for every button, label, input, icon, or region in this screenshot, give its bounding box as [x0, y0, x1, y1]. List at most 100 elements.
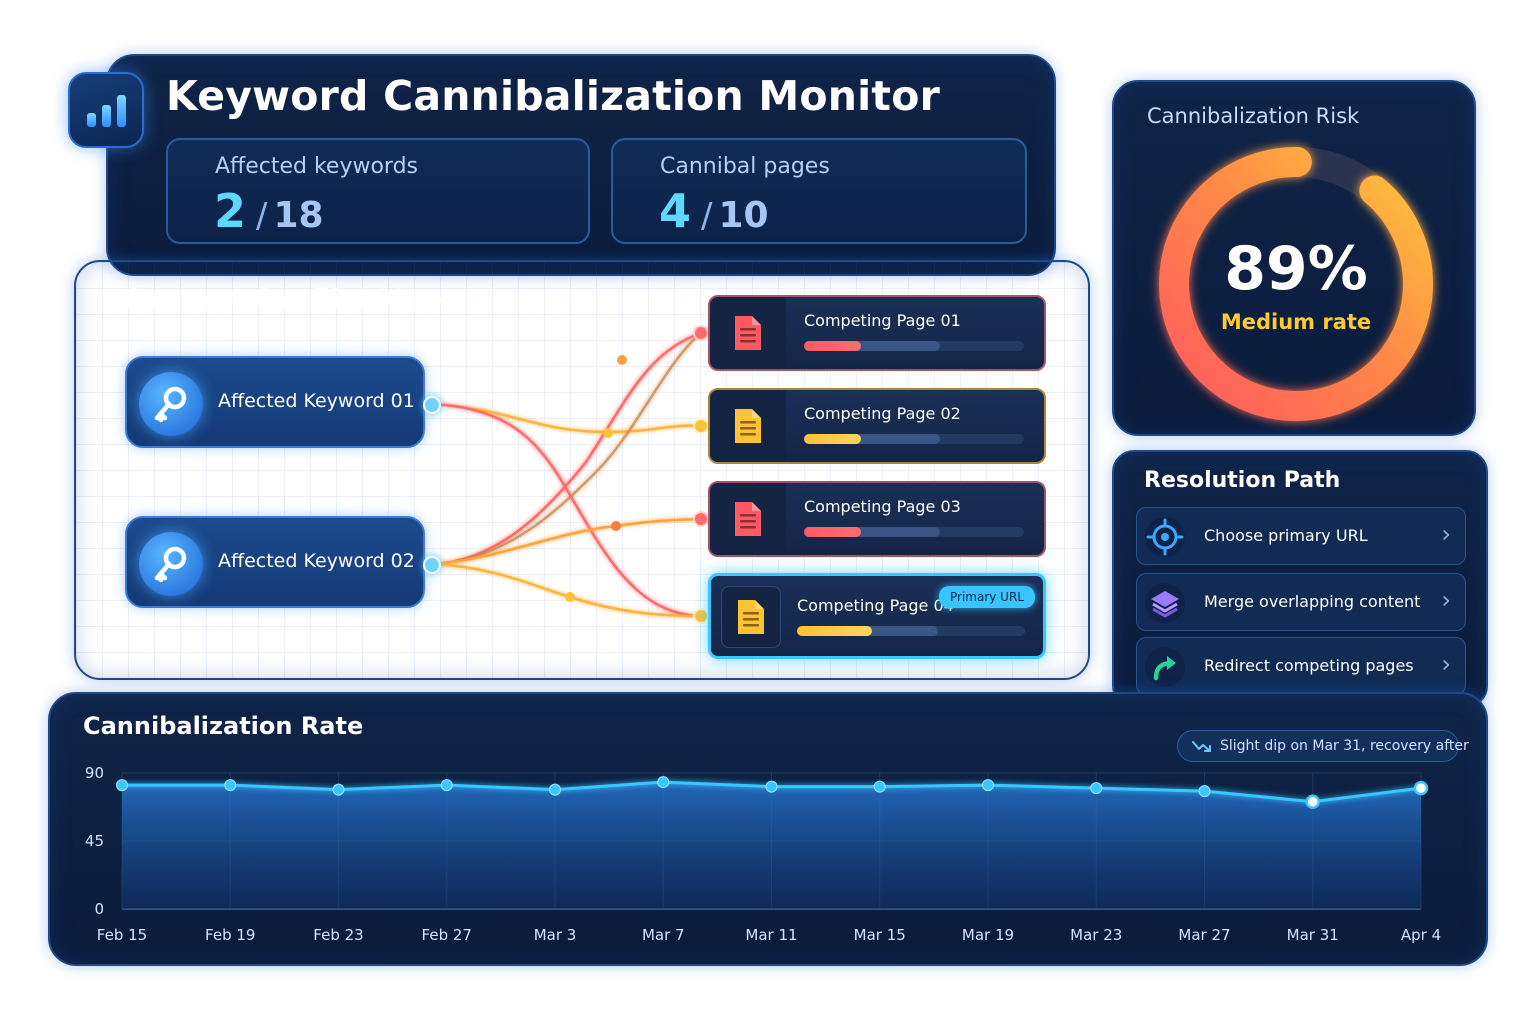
conflict-map-title: Content Conflict Map — [122, 284, 442, 315]
document-icon — [710, 390, 786, 462]
page-score-bar — [804, 527, 1024, 537]
link-kw2-page1 — [431, 331, 702, 566]
competing-page-3[interactable]: Competing Page 03 — [708, 481, 1046, 557]
link-kw1-page2 — [431, 402, 702, 434]
page-port — [693, 511, 709, 527]
x-tick-label: Feb 19 — [205, 926, 255, 944]
chart-point[interactable] — [224, 779, 237, 792]
page-score-bar — [797, 626, 1025, 636]
risk-panel: Cannibalization Risk 89% Medium rate — [1112, 80, 1476, 436]
link-kw2-page4 — [431, 562, 702, 618]
stat-value: 4/10 — [659, 184, 769, 238]
gauge-arc — [1159, 147, 1433, 421]
choose-primary-url-button[interactable]: Choose primary URL › — [1136, 507, 1466, 565]
affected-keywords-stat: Affected keywords 2/18 — [166, 138, 590, 244]
keyword-label: Affected Keyword 01 — [218, 390, 415, 412]
page-port — [693, 418, 709, 434]
chevron-right-icon: › — [1441, 650, 1451, 678]
chevron-right-icon: › — [1441, 520, 1451, 548]
bar-secondary — [804, 341, 941, 351]
competing-page-1[interactable]: Competing Page 01 — [708, 295, 1046, 371]
x-tick-label: Mar 15 — [854, 926, 906, 944]
risk-gauge — [1159, 147, 1433, 421]
page-label: Competing Page 04 — [797, 596, 954, 615]
x-tick-label: Mar 27 — [1178, 926, 1230, 944]
chart-point[interactable] — [765, 780, 778, 793]
risk-title: Cannibalization Risk — [1147, 104, 1360, 128]
chart-area — [122, 782, 1421, 909]
link-node — [611, 521, 621, 531]
competing-page-4[interactable]: Competing Page 04 Primary URL — [708, 573, 1046, 659]
chart-point[interactable] — [982, 779, 994, 792]
chart-point[interactable] — [1305, 794, 1320, 809]
chart-point[interactable] — [1198, 785, 1211, 798]
merge-content-button[interactable]: Merge overlapping content › — [1136, 573, 1466, 631]
y-tick-label: 45 — [85, 832, 104, 850]
redirect-pages-button[interactable]: Redirect competing pages › — [1136, 637, 1466, 695]
link-kw2-page1-secondary — [431, 332, 702, 566]
chart-point[interactable] — [549, 783, 561, 796]
chart-point[interactable] — [873, 780, 886, 793]
chart-point[interactable] — [1090, 782, 1103, 795]
annotation-text: Slight dip on Mar 31, recovery after — [1220, 738, 1469, 754]
x-tick-label: Mar 23 — [1070, 926, 1122, 944]
keyword-port — [423, 396, 441, 414]
link-node — [603, 428, 613, 438]
keyword-node-2[interactable]: Affected Keyword 02 — [125, 516, 425, 608]
bar-fill — [804, 341, 862, 351]
page-label: Competing Page 02 — [804, 404, 961, 423]
stat-total: 10 — [718, 195, 769, 236]
stat-value: 2/18 — [214, 184, 324, 238]
x-tick-label: Feb 27 — [422, 926, 472, 944]
conflict-map-panel: Content Conflict Map — [74, 260, 1090, 680]
rate-chart-title: Cannibalization Rate — [83, 712, 364, 740]
x-tick-label: Mar 11 — [745, 926, 797, 944]
primary-url-badge: Primary URL — [939, 586, 1035, 608]
x-tick-label: Mar 31 — [1287, 926, 1339, 944]
keyword-label: Affected Keyword 02 — [218, 550, 415, 572]
key-icon — [139, 372, 203, 436]
chart-point[interactable] — [116, 779, 128, 792]
chart-point[interactable] — [440, 779, 453, 792]
link-node — [565, 592, 575, 602]
stat-count: 4 — [659, 184, 692, 238]
page-port — [693, 325, 709, 341]
bar-fill — [797, 626, 873, 636]
bar-secondary — [804, 527, 941, 537]
page-score-bar — [804, 434, 1024, 444]
page-label: Competing Page 01 — [804, 311, 961, 330]
stat-separator: / — [256, 196, 268, 236]
bar-fill — [804, 434, 862, 444]
key-icon — [139, 532, 203, 596]
target-icon — [1145, 517, 1185, 557]
resolution-title: Resolution Path — [1144, 468, 1341, 493]
stat-label: Affected keywords — [215, 154, 419, 179]
x-tick-label: Mar 19 — [962, 926, 1014, 944]
document-icon — [721, 586, 781, 648]
y-tick-label: 90 — [85, 764, 104, 782]
chart-point[interactable] — [657, 776, 670, 789]
chevron-right-icon: › — [1441, 586, 1451, 614]
competing-page-2[interactable]: Competing Page 02 — [708, 388, 1046, 464]
x-tick-label: Mar 3 — [534, 926, 577, 944]
keyword-port — [423, 556, 441, 574]
trend-down-icon — [1192, 741, 1211, 752]
chart-point[interactable] — [332, 783, 345, 796]
chart-point[interactable] — [1413, 780, 1429, 796]
bar-fill — [804, 527, 862, 537]
page-score-bar — [804, 341, 1024, 351]
risk-rate-label: Medium rate — [1220, 310, 1372, 334]
keyword-node-1[interactable]: Affected Keyword 01 — [125, 356, 425, 448]
link-kw1-page4 — [431, 402, 702, 618]
layers-icon — [1145, 583, 1185, 623]
resolution-label: Redirect competing pages — [1204, 656, 1414, 675]
x-tick-label: Mar 7 — [642, 926, 685, 944]
document-icon — [710, 297, 786, 369]
x-tick-label: Feb 23 — [313, 926, 363, 944]
stat-label: Cannibal pages — [660, 154, 830, 179]
risk-percentage: 89% — [1224, 234, 1368, 304]
resolution-panel: Resolution Path Choose primary URL › Mer… — [1112, 450, 1488, 708]
redirect-arrow-icon — [1145, 647, 1185, 687]
page-label: Competing Page 03 — [804, 497, 961, 516]
chart-annotation: Slight dip on Mar 31, recovery after — [1177, 730, 1469, 762]
